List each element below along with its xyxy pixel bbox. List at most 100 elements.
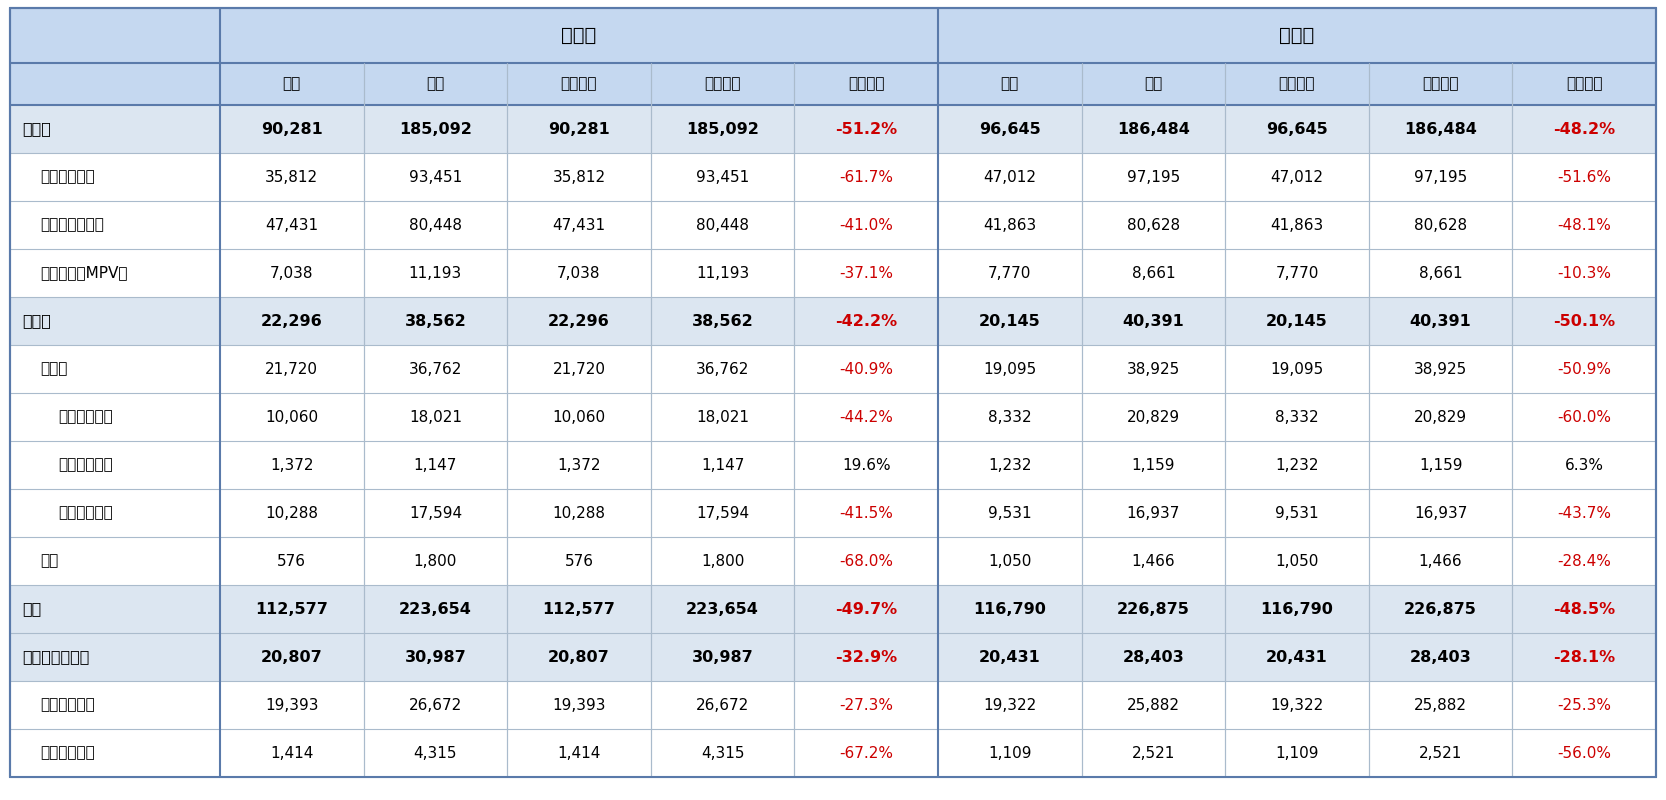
Text: 223,654: 223,654 xyxy=(686,602,760,617)
Text: 1,800: 1,800 xyxy=(701,554,745,569)
Text: -10.3%: -10.3% xyxy=(1558,266,1611,281)
Text: 8,332: 8,332 xyxy=(1274,410,1319,425)
Text: 30,987: 30,987 xyxy=(691,650,753,665)
Text: 41,863: 41,863 xyxy=(1271,218,1323,233)
Bar xyxy=(10,105,1656,153)
Text: 1,159: 1,159 xyxy=(1419,458,1463,473)
Text: 80,628: 80,628 xyxy=(1414,218,1468,233)
Text: 載貨車: 載貨車 xyxy=(40,362,67,377)
Text: 35,812: 35,812 xyxy=(265,170,318,185)
Text: 銷售量: 銷售量 xyxy=(1279,26,1314,45)
Bar xyxy=(10,297,1656,345)
Bar xyxy=(1225,63,1369,105)
Text: 19,393: 19,393 xyxy=(265,698,318,713)
Text: 20,145: 20,145 xyxy=(980,314,1041,329)
Text: 28,403: 28,403 xyxy=(1409,650,1471,665)
Text: -50.9%: -50.9% xyxy=(1558,362,1611,377)
Bar xyxy=(795,63,938,105)
Text: -40.9%: -40.9% xyxy=(840,362,893,377)
Text: -51.2%: -51.2% xyxy=(835,122,898,137)
Text: 36,762: 36,762 xyxy=(408,362,461,377)
Text: -51.6%: -51.6% xyxy=(1558,170,1611,185)
Bar xyxy=(651,63,795,105)
Text: 20,431: 20,431 xyxy=(980,650,1041,665)
Text: 7,038: 7,038 xyxy=(556,266,601,281)
Bar xyxy=(10,63,220,105)
Bar xyxy=(220,8,938,63)
Text: 客車: 客車 xyxy=(40,554,58,569)
Text: 80,448: 80,448 xyxy=(408,218,461,233)
Text: -25.3%: -25.3% xyxy=(1558,698,1611,713)
Text: 1,414: 1,414 xyxy=(558,746,601,761)
Text: -27.3%: -27.3% xyxy=(840,698,893,713)
Text: 其中新能源汽車: 其中新能源汽車 xyxy=(22,650,90,665)
Text: 9,531: 9,531 xyxy=(988,506,1031,521)
Text: 112,577: 112,577 xyxy=(255,602,328,617)
Text: 38,562: 38,562 xyxy=(405,314,466,329)
Text: 1,466: 1,466 xyxy=(1131,554,1175,569)
Bar xyxy=(10,201,1656,249)
Text: -32.9%: -32.9% xyxy=(835,650,898,665)
Text: 1,147: 1,147 xyxy=(701,458,745,473)
Text: 10,060: 10,060 xyxy=(265,410,318,425)
Text: 20,829: 20,829 xyxy=(1414,410,1468,425)
Text: 7,770: 7,770 xyxy=(988,266,1031,281)
Bar xyxy=(10,537,1656,585)
Text: 28,403: 28,403 xyxy=(1123,650,1185,665)
Text: -56.0%: -56.0% xyxy=(1558,746,1611,761)
Bar xyxy=(1513,63,1656,105)
Text: 18,021: 18,021 xyxy=(408,410,461,425)
Text: 同期累計: 同期累計 xyxy=(705,77,741,91)
Text: -43.7%: -43.7% xyxy=(1558,506,1611,521)
Text: 運動型多用途車: 運動型多用途車 xyxy=(40,218,103,233)
Text: 38,925: 38,925 xyxy=(1126,362,1180,377)
Text: 總計: 總計 xyxy=(22,602,42,617)
Text: 8,661: 8,661 xyxy=(1419,266,1463,281)
Text: 25,882: 25,882 xyxy=(1414,698,1468,713)
Text: -42.2%: -42.2% xyxy=(835,314,898,329)
Text: 186,484: 186,484 xyxy=(1116,122,1190,137)
Text: 21,720: 21,720 xyxy=(553,362,605,377)
Text: -49.7%: -49.7% xyxy=(835,602,898,617)
Text: 17,594: 17,594 xyxy=(696,506,750,521)
Text: 商用車: 商用車 xyxy=(22,314,52,329)
Text: 47,431: 47,431 xyxy=(265,218,318,233)
Text: -48.2%: -48.2% xyxy=(1553,122,1616,137)
Text: 輕型載貨汽車: 輕型載貨汽車 xyxy=(58,506,113,521)
Text: 本年累計: 本年累計 xyxy=(1279,77,1314,91)
Text: 116,790: 116,790 xyxy=(1261,602,1333,617)
Text: 11,193: 11,193 xyxy=(408,266,461,281)
Text: 重型載貨汽車: 重型載貨汽車 xyxy=(58,410,113,425)
Text: -60.0%: -60.0% xyxy=(1558,410,1611,425)
Text: 185,092: 185,092 xyxy=(398,122,471,137)
Text: 576: 576 xyxy=(565,554,593,569)
Text: 226,875: 226,875 xyxy=(1116,602,1190,617)
Text: 38,562: 38,562 xyxy=(691,314,753,329)
Text: 2,521: 2,521 xyxy=(1131,746,1175,761)
Bar xyxy=(1081,63,1225,105)
Text: 10,288: 10,288 xyxy=(265,506,318,521)
Text: 生產量: 生產量 xyxy=(561,26,596,45)
Text: -48.5%: -48.5% xyxy=(1553,602,1616,617)
Text: 26,672: 26,672 xyxy=(408,698,461,713)
Text: 累計同比: 累計同比 xyxy=(1566,77,1603,91)
Text: 1,372: 1,372 xyxy=(556,458,601,473)
Text: 19,322: 19,322 xyxy=(983,698,1036,713)
Text: 26,672: 26,672 xyxy=(696,698,750,713)
Text: 1,147: 1,147 xyxy=(413,458,456,473)
Text: 1,414: 1,414 xyxy=(270,746,313,761)
Bar xyxy=(10,633,1656,681)
Text: 18,021: 18,021 xyxy=(696,410,750,425)
Text: 96,645: 96,645 xyxy=(980,122,1041,137)
Text: 93,451: 93,451 xyxy=(408,170,461,185)
Text: 40,391: 40,391 xyxy=(1409,314,1471,329)
Text: 226,875: 226,875 xyxy=(1404,602,1478,617)
Text: 36,762: 36,762 xyxy=(696,362,750,377)
Text: -37.1%: -37.1% xyxy=(840,266,893,281)
Text: 22,296: 22,296 xyxy=(262,314,323,329)
Text: 同期: 同期 xyxy=(1145,77,1163,91)
Text: 10,060: 10,060 xyxy=(553,410,605,425)
Bar xyxy=(10,489,1656,537)
Text: 新能源商用車: 新能源商用車 xyxy=(40,746,95,761)
Text: 16,937: 16,937 xyxy=(1414,506,1468,521)
